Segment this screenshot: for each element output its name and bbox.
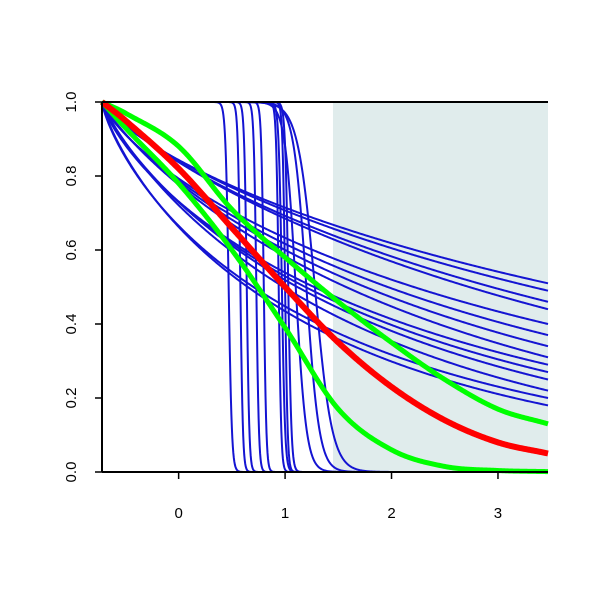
y-tick-label: 0.4 — [63, 314, 80, 335]
y-tick-label: 1.0 — [63, 92, 80, 113]
x-tick-label: 0 — [174, 505, 182, 522]
x-tick-label: 1 — [281, 505, 289, 522]
red-series-layer — [100, 99, 550, 457]
blue-curve-smooth — [101, 101, 549, 311]
x-tick-label: 3 — [494, 505, 502, 522]
green-series-layer — [100, 99, 550, 475]
blue-curve-smooth — [101, 101, 549, 392]
x-tick-label: 2 — [387, 505, 395, 522]
blue-curve-smooth — [101, 101, 549, 325]
y-tick-label: 0.2 — [63, 388, 80, 409]
shaded-region-layer — [332, 102, 548, 472]
red-curve — [100, 99, 550, 457]
blue-curve-smooth — [101, 101, 549, 381]
axes-layer: 0 1 2 3 0.0 0.2 0.4 0.6 0.8 1.0 — [63, 92, 548, 522]
y-tick-label: 0.8 — [63, 166, 80, 187]
green-curve-lower — [100, 100, 550, 475]
y-tick-label: 0.6 — [63, 240, 80, 261]
shaded-region — [332, 102, 548, 472]
y-tick-label: 0.0 — [63, 462, 80, 483]
green-curve-upper — [100, 99, 550, 427]
blue-curve-smooth — [101, 101, 549, 292]
